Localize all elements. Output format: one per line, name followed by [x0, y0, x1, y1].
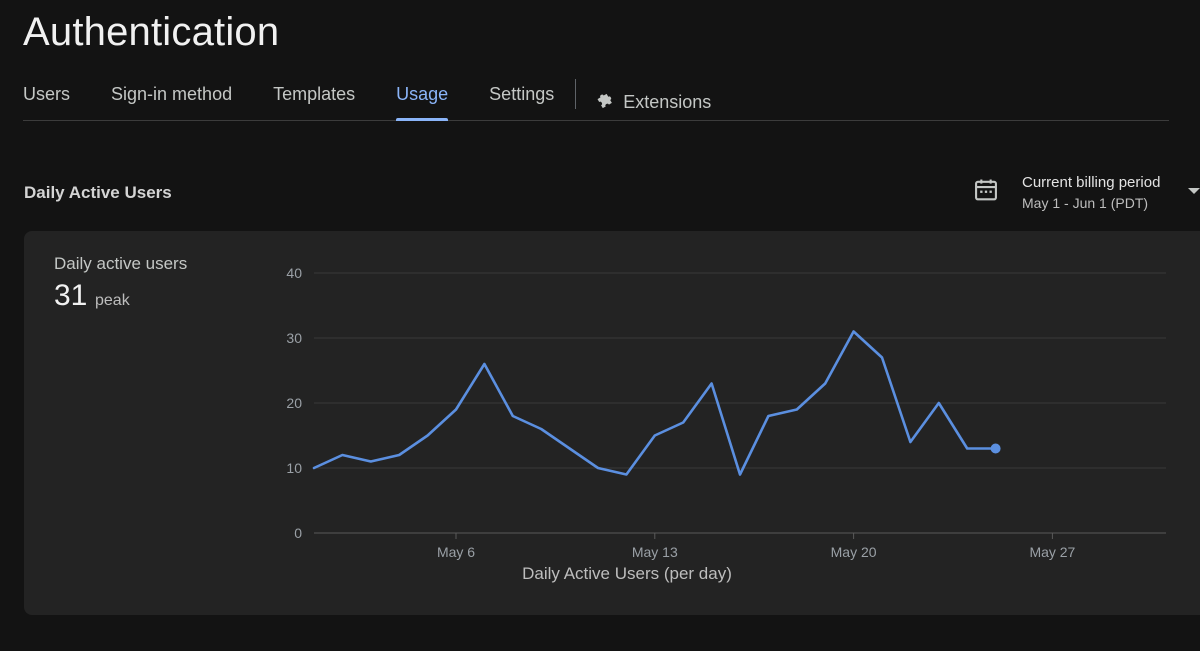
- x-tick-label: May 6: [437, 544, 475, 560]
- puzzle-icon: [595, 90, 615, 115]
- tab-settings[interactable]: Settings: [489, 84, 555, 104]
- y-tick-label: 10: [286, 460, 302, 476]
- page-title: Authentication: [23, 10, 280, 54]
- tab-divider: [575, 79, 577, 109]
- tab-sign-in-method[interactable]: Sign-in method: [111, 84, 233, 104]
- tab-bar: Users Sign-in method Templates Usage Set…: [23, 70, 1169, 121]
- billing-period-label: Current billing period: [1022, 173, 1161, 191]
- y-tick-label: 0: [294, 525, 302, 541]
- tab-users[interactable]: Users: [23, 84, 71, 104]
- x-tick-label: May 20: [831, 544, 877, 560]
- calendar-icon: [972, 176, 1022, 209]
- x-axis-label: Daily Active Users (per day): [522, 564, 732, 583]
- dau-chart-card: Daily active users 31 peak 0 10 20 30 40 May …: [24, 231, 1200, 615]
- last-point-marker: [990, 443, 1001, 454]
- tab-extensions-label: Extensions: [623, 91, 712, 112]
- tab-usage[interactable]: Usage: [396, 70, 449, 121]
- metric-value: 31: [54, 279, 88, 312]
- x-tick-label: May 27: [1029, 544, 1075, 560]
- metric-label: Daily active users: [54, 254, 188, 273]
- metric-unit: peak: [95, 292, 130, 309]
- billing-period-range: May 1 - Jun 1 (PDT): [1022, 194, 1149, 211]
- x-tick-label: May 13: [632, 544, 678, 560]
- series-line: [312, 330, 997, 476]
- section-title: Daily Active Users: [24, 183, 172, 202]
- tab-extensions[interactable]: Extensions: [595, 70, 711, 120]
- y-tick-label: 40: [286, 265, 302, 281]
- y-tick-label: 30: [286, 330, 302, 346]
- y-tick-label: 20: [286, 395, 302, 411]
- tab-templates[interactable]: Templates: [273, 84, 356, 104]
- chevron-down-icon: [1188, 188, 1200, 194]
- billing-period-selector[interactable]: Current billing period May 1 - Jun 1 (PD…: [972, 170, 1200, 214]
- dau-line-chart: 0 10 20 30 40 May 6 May 13 May 20 May 27 Daily Ac…: [286, 265, 1166, 583]
